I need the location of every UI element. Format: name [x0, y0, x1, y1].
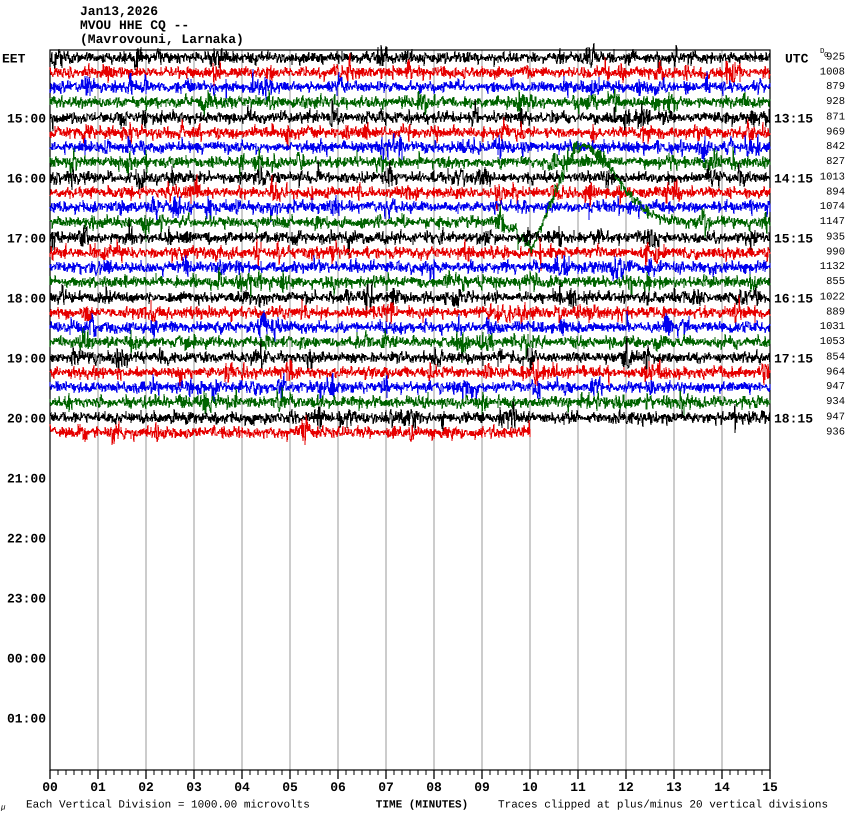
svg-text:00: 00 [42, 780, 58, 795]
svg-text:855: 855 [826, 276, 845, 288]
svg-text:1008: 1008 [820, 67, 845, 79]
svg-text:Jan13,2026: Jan13,2026 [80, 4, 158, 19]
svg-text:EET: EET [2, 52, 26, 67]
svg-text:934: 934 [826, 396, 845, 408]
svg-text:12: 12 [618, 780, 634, 795]
svg-text:947: 947 [826, 381, 845, 393]
svg-text:04: 04 [234, 780, 250, 795]
svg-text:925: 925 [826, 52, 845, 64]
svg-text:08: 08 [426, 780, 442, 795]
svg-text:13:15: 13:15 [774, 112, 813, 127]
svg-text:02: 02 [138, 780, 154, 795]
svg-text:μ: μ [0, 803, 6, 812]
svg-text:894: 894 [826, 187, 845, 199]
svg-text:18:15: 18:15 [774, 412, 813, 427]
svg-text:06: 06 [330, 780, 346, 795]
svg-text:964: 964 [826, 367, 845, 379]
svg-text:1022: 1022 [820, 292, 845, 304]
svg-text:(Mavrovouni, Larnaka): (Mavrovouni, Larnaka) [80, 32, 244, 47]
svg-text:990: 990 [826, 247, 845, 259]
svg-text:1147: 1147 [820, 216, 845, 228]
svg-text:22:00: 22:00 [7, 532, 46, 547]
svg-text:1053: 1053 [820, 336, 845, 348]
svg-text:Each Vertical Division = 1000.: Each Vertical Division = 1000.00 microvo… [26, 800, 310, 812]
svg-text:00:00: 00:00 [7, 652, 46, 667]
svg-text:23:00: 23:00 [7, 592, 46, 607]
svg-text:1031: 1031 [820, 321, 845, 333]
svg-text:969: 969 [826, 127, 845, 139]
svg-text:09: 09 [474, 780, 490, 795]
svg-text:19:00: 19:00 [7, 352, 46, 367]
svg-text:14:15: 14:15 [774, 172, 813, 187]
svg-text:14: 14 [714, 780, 730, 795]
svg-text:03: 03 [186, 780, 202, 795]
svg-text:17:15: 17:15 [774, 352, 813, 367]
svg-text:20:00: 20:00 [7, 412, 46, 427]
svg-text:936: 936 [826, 427, 845, 439]
svg-text:TIME (MINUTES): TIME (MINUTES) [376, 800, 468, 812]
svg-text:13: 13 [666, 780, 682, 795]
svg-text:871: 871 [826, 112, 845, 124]
svg-text:21:00: 21:00 [7, 472, 46, 487]
svg-text:889: 889 [826, 307, 845, 319]
svg-text:16:00: 16:00 [7, 172, 46, 187]
svg-text:18:00: 18:00 [7, 292, 46, 307]
svg-text:11: 11 [570, 780, 586, 795]
svg-text:Traces clipped at plus/minus 2: Traces clipped at plus/minus 20 vertical… [498, 800, 828, 812]
svg-text:854: 854 [826, 352, 845, 364]
svg-text:827: 827 [826, 156, 845, 168]
svg-text:05: 05 [282, 780, 298, 795]
svg-text:UTC: UTC [785, 52, 809, 67]
svg-text:1132: 1132 [820, 261, 845, 273]
svg-text:16:15: 16:15 [774, 292, 813, 307]
svg-text:01:00: 01:00 [7, 712, 46, 727]
svg-text:842: 842 [826, 141, 845, 153]
svg-text:MVOU HHE CQ --: MVOU HHE CQ -- [80, 18, 189, 33]
svg-text:01: 01 [90, 780, 106, 795]
svg-text:15:15: 15:15 [774, 232, 813, 247]
svg-text:07: 07 [378, 780, 394, 795]
svg-text:15:00: 15:00 [7, 112, 46, 127]
svg-text:17:00: 17:00 [7, 232, 46, 247]
svg-text:879: 879 [826, 81, 845, 93]
svg-text:1013: 1013 [820, 172, 845, 184]
svg-text:947: 947 [826, 412, 845, 424]
svg-text:928: 928 [826, 96, 845, 108]
svg-text:15: 15 [762, 780, 778, 795]
svg-text:10: 10 [522, 780, 538, 795]
svg-text:935: 935 [826, 232, 845, 244]
svg-text:1074: 1074 [820, 201, 845, 213]
